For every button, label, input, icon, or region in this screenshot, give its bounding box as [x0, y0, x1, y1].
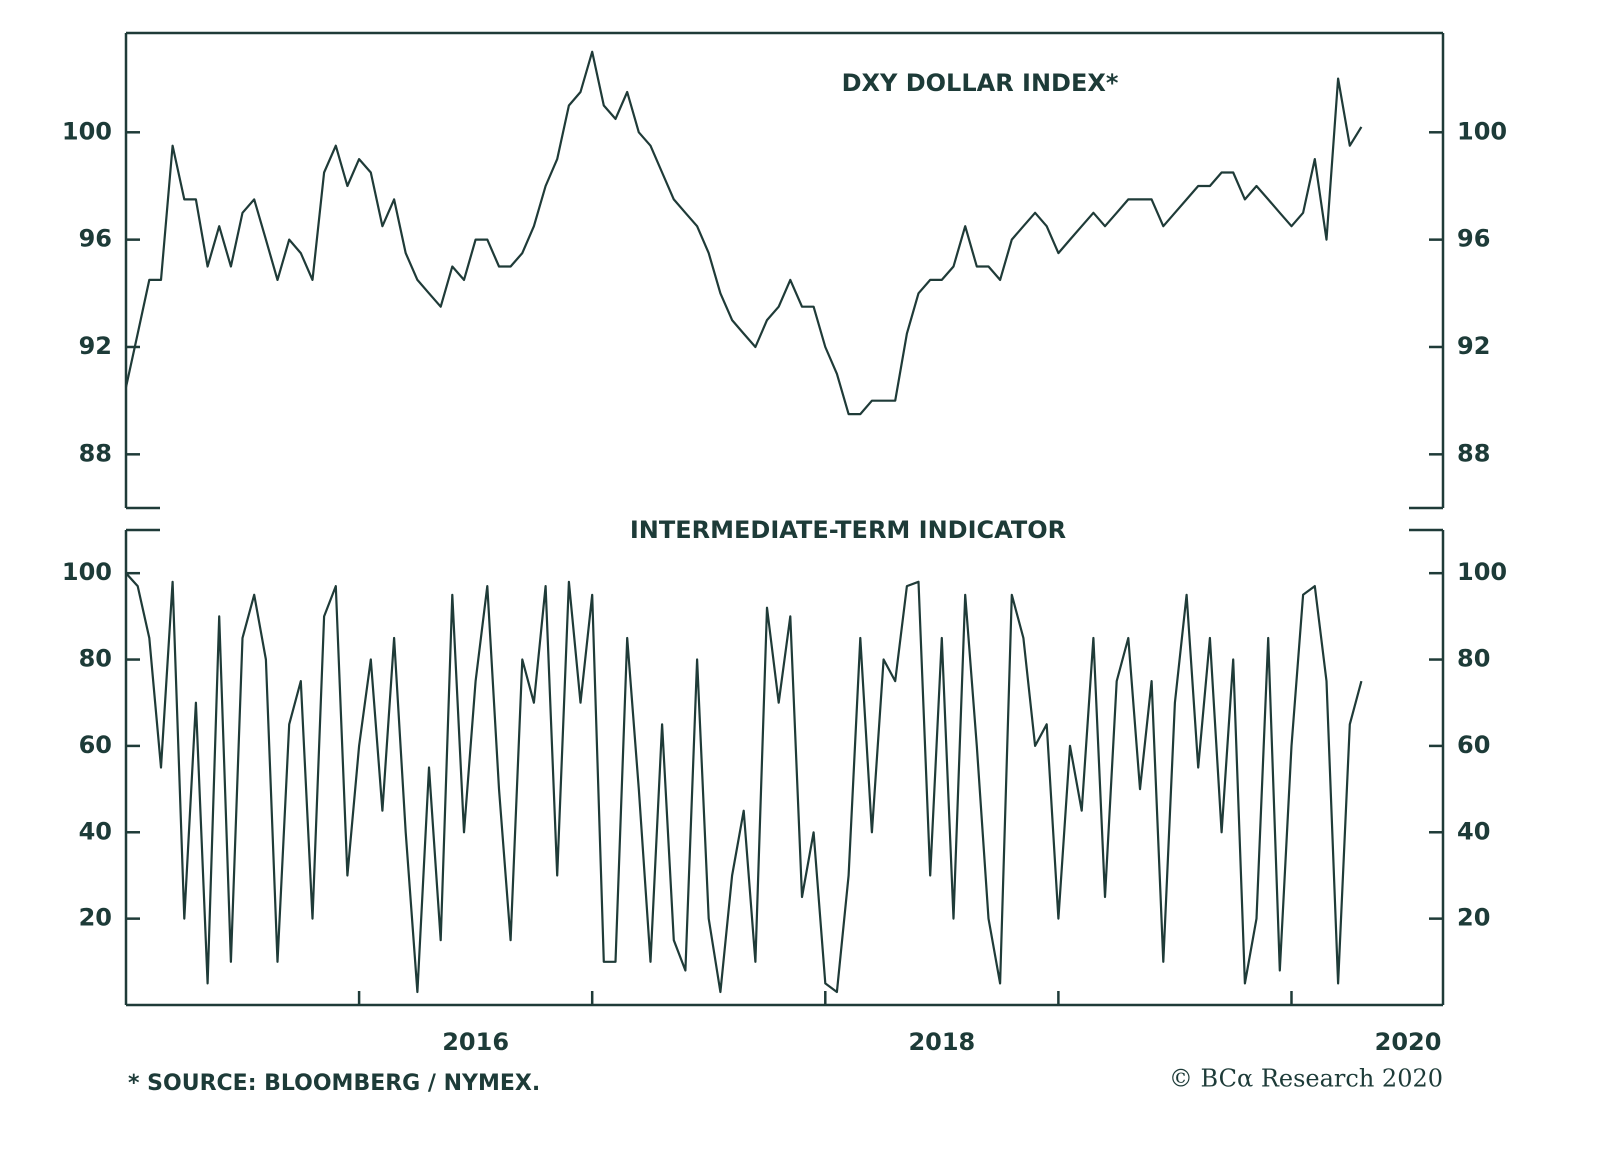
x-tick-label: 2020	[1375, 1028, 1442, 1056]
y2-tick-label: 100	[1457, 558, 1507, 586]
y2-tick-label: 20	[1457, 904, 1490, 932]
y-tick-label: 100	[62, 558, 112, 586]
y-tick-label: 96	[79, 225, 112, 253]
copyright: © BCα Research 2020	[1169, 1065, 1443, 1093]
y2-tick-label: 80	[1457, 645, 1490, 673]
y-tick-label: 92	[79, 332, 112, 360]
y-tick-label: 20	[79, 904, 112, 932]
y-tick-label: 40	[79, 817, 112, 845]
y2-tick-label: 60	[1457, 731, 1490, 759]
y2-tick-label: 92	[1457, 332, 1490, 360]
y-tick-label: 60	[79, 731, 112, 759]
source-note: * SOURCE: BLOOMBERG / NYMEX.	[128, 1071, 540, 1096]
y2-tick-label: 100	[1457, 117, 1507, 145]
series-line	[125, 572, 1363, 994]
y2-tick-label: 40	[1457, 817, 1490, 845]
panel-title: INTERMEDIATE-TERM INDICATOR	[630, 516, 1066, 544]
x-tick-label: 2016	[442, 1028, 509, 1056]
x-tick-label: 2018	[908, 1028, 975, 1056]
y2-tick-label: 88	[1457, 439, 1490, 467]
panel-title: DXY DOLLAR INDEX*	[842, 69, 1119, 97]
y2-tick-label: 96	[1457, 225, 1490, 253]
y-tick-label: 88	[79, 439, 112, 467]
y-tick-label: 80	[79, 645, 112, 673]
y-tick-label: 100	[62, 117, 112, 145]
series-line	[124, 50, 1363, 416]
